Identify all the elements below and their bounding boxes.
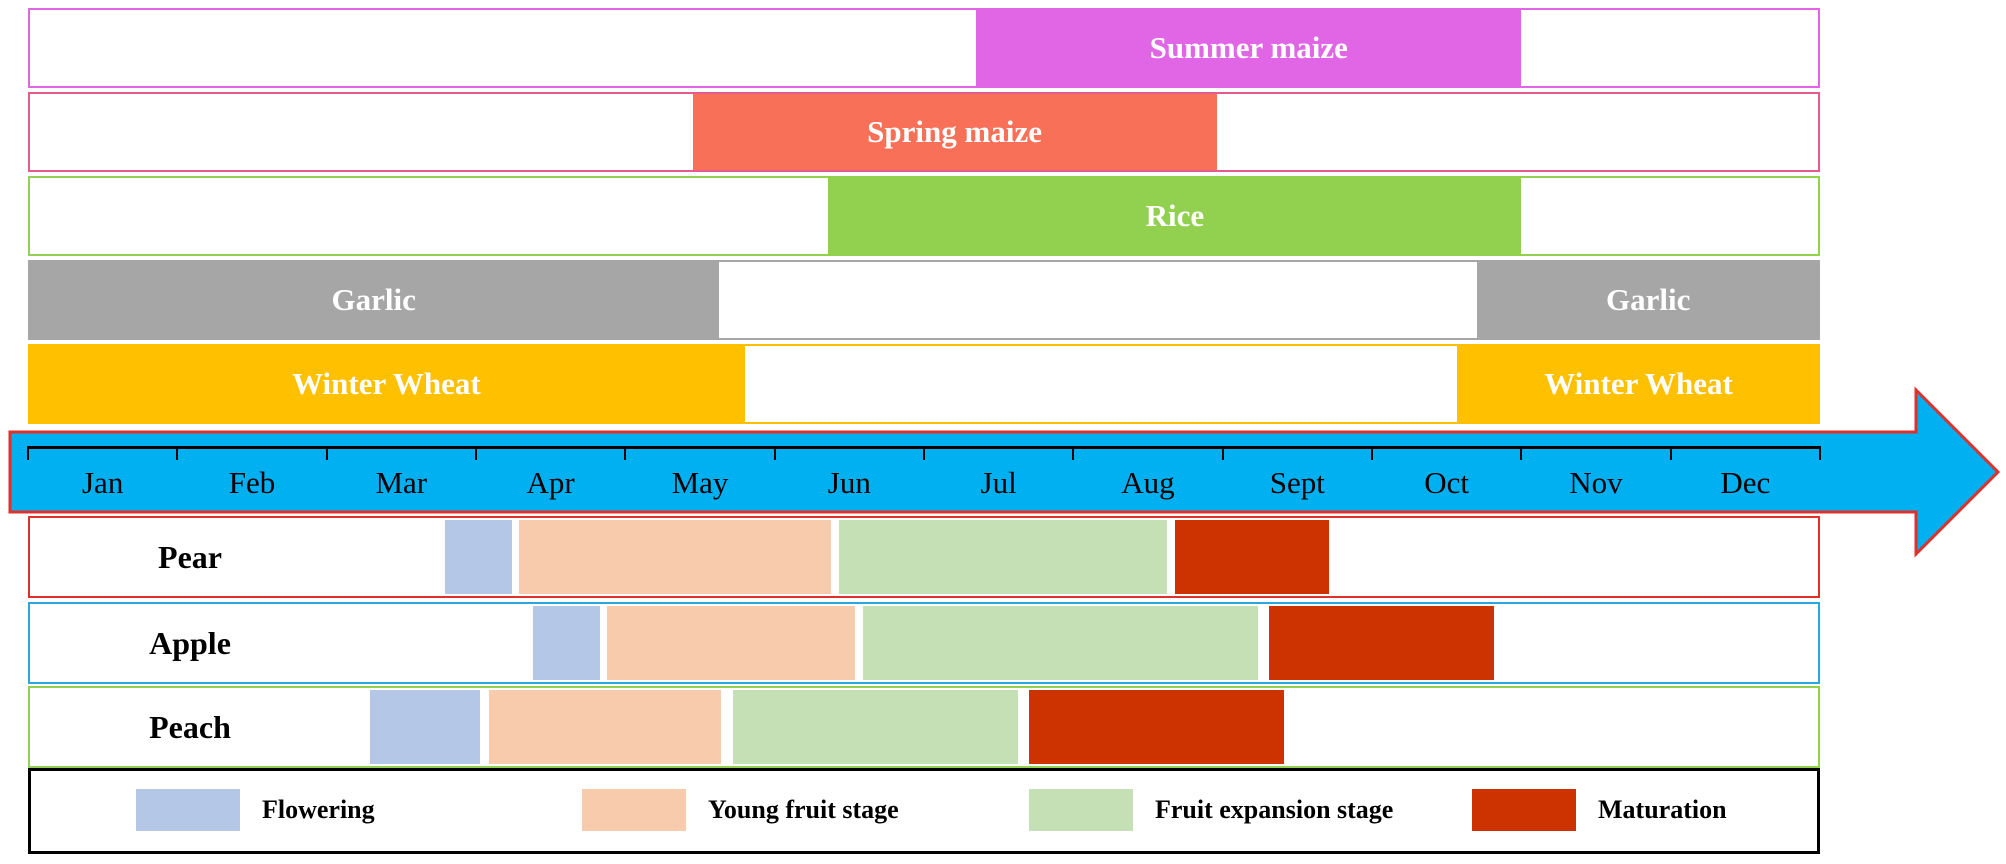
fruit-label-pear: Pear [158,538,222,575]
peach-stage-maturation [1028,690,1284,764]
crop-row-garlic: Garlic Garlic [28,260,1820,340]
legend-swatch-expansion [1029,789,1133,831]
crop-row-winter-wheat: Winter Wheat Winter Wheat [28,344,1820,424]
legend-label-maturation: Maturation [1598,795,1727,824]
apple-stage-flowering [532,606,600,680]
fruit-row-peach: Peach [28,686,1820,768]
month-timeline-arrow [8,386,2001,558]
apple-stage-young [607,606,856,680]
month-label-mar: Mar [375,465,428,500]
month-tick [176,446,179,460]
month-label-jan: Jan [81,465,124,500]
pear-stage-young [519,520,832,594]
month-label-jun: Jun [827,465,871,500]
month-tick [624,446,627,460]
crop-bar-garlic-1: Garlic [28,262,720,338]
month-label-oct: Oct [1424,465,1470,500]
legend-item-expansion: Fruit expansion stage [1029,787,1393,833]
crop-bar-summer-maize: Summer maize [976,10,1522,86]
month-tick [325,446,328,460]
fruit-row-apple: Apple [28,602,1820,684]
peach-stage-expansion [732,690,1019,764]
legend-label-flowering: Flowering [262,795,375,824]
legend: Flowering Young fruit stage Fruit expansio… [28,768,1820,854]
month-tick [1221,446,1224,460]
month-label-jul: Jul [980,465,1017,500]
crop-bar-garlic-2: Garlic [1476,262,1820,338]
month-tick [474,446,477,460]
month-tick [922,446,925,460]
month-label-may: May [671,465,729,500]
peach-stage-young [489,690,721,764]
month-tick [1669,446,1672,460]
pear-stage-maturation [1174,520,1329,594]
legend-item-young: Young fruit stage [582,787,899,833]
month-tick [27,446,29,460]
month-label-feb: Feb [228,465,276,500]
legend-swatch-flowering [136,789,240,831]
month-tick [1072,446,1075,460]
crop-row-spring-maize: Spring maize [28,92,1820,172]
legend-item-flowering: Flowering [136,787,375,833]
month-label-apr: Apr [526,465,575,500]
month-tick [1370,446,1373,460]
legend-label-expansion: Fruit expansion stage [1155,795,1394,824]
crop-bar-spring-maize: Spring maize [692,94,1217,170]
month-label-dec: Dec [1720,465,1771,500]
month-tick [1520,446,1523,460]
peach-stage-flowering [369,690,481,764]
crop-bar-rice: Rice [828,178,1522,254]
month-label-aug: Aug [1121,465,1175,500]
crop-row-rice: Rice [28,176,1820,256]
month-label-nov: Nov [1569,465,1623,500]
fruit-label-peach: Peach [149,708,231,745]
legend-item-maturation: Maturation [1472,787,1727,833]
pear-stage-flowering [444,520,512,594]
apple-stage-maturation [1268,606,1495,680]
timeline-arrow-shape [8,386,2001,558]
month-label-sept: Sept [1269,465,1325,500]
crop-bar-winter-wheat-2: Winter Wheat [1457,346,1820,422]
month-tick [773,446,776,460]
legend-label-young: Young fruit stage [708,795,899,824]
crop-row-summer-maize: Summer maize [28,8,1820,88]
month-tick [1818,446,1821,460]
fruit-label-apple: Apple [149,624,231,661]
fruit-row-pear: Pear [28,516,1820,598]
apple-stage-expansion [862,606,1259,680]
legend-swatch-maturation [1472,789,1576,831]
crop-bar-winter-wheat-1: Winter Wheat [28,346,745,422]
pear-stage-expansion [838,520,1168,594]
legend-swatch-young [582,789,686,831]
